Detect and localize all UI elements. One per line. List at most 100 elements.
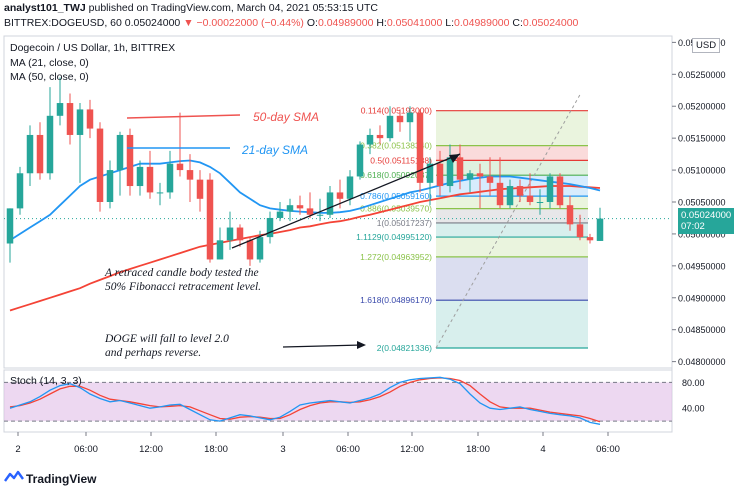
y-tick-label: 0.05050000	[678, 198, 726, 208]
retrace-arrow	[231, 153, 461, 249]
candle-body	[186, 170, 194, 180]
candle-body	[446, 157, 454, 187]
fib-level-label: 2(0.04821336)	[377, 343, 432, 353]
legend-ma21: MA (21, close, 0)	[10, 57, 89, 69]
high-value: 0.05041000	[386, 17, 443, 29]
high-label: H:	[376, 17, 387, 29]
candle-body	[56, 103, 64, 116]
candle-body	[376, 134, 384, 139]
tradingview-logo-icon[interactable]	[4, 469, 24, 490]
last-price: 0.05024000	[124, 17, 181, 29]
tradingview-brand[interactable]: TradingView	[26, 472, 97, 486]
fib-level-label: 0.618(0.05092037)	[360, 170, 432, 180]
candle-body	[196, 179, 204, 199]
symbol-label: BITTREX:DOGEUSD, 60	[4, 17, 122, 29]
fib-zone	[436, 145, 588, 161]
retrace-note-line1: A retraced candle body tested the	[104, 267, 259, 279]
chart-legend: Dogecoin / US Dollar, 1h, BITTREX MA (21…	[10, 42, 175, 387]
candle-body	[516, 186, 524, 196]
chart-canvas[interactable]: 0.114(0.05193000) 0.382(0.05138340) 0.5(0.…	[0, 0, 740, 466]
last-price-tag-value: 0.05024000	[681, 210, 732, 221]
y-tick-label: 0.05000000	[678, 229, 726, 239]
candle-body	[326, 192, 334, 215]
fib-zone	[436, 256, 588, 301]
publish-info: published on TradingView.com, March 04, …	[88, 2, 378, 14]
low-value: 0.04989000	[454, 17, 510, 29]
candle-body	[506, 186, 514, 206]
fib-level-label: 0.382(0.05138340)	[360, 141, 432, 151]
y-tick-label: 0.05150000	[678, 134, 726, 144]
stochastic-oscillator: 80.00 40.00	[4, 376, 705, 425]
close-value: 0.05024000	[522, 17, 579, 29]
candle-body	[146, 166, 154, 193]
y-tick-label: 0.04950000	[678, 261, 726, 271]
open-label: O:	[306, 17, 318, 29]
candle-body	[546, 176, 554, 202]
sma21-label: 21-day SMA	[241, 143, 308, 157]
fib-zone	[436, 300, 588, 349]
symbol-line: BITTREX:DOGEUSD, 60 0.05024000 ▼ −0.0002…	[4, 17, 578, 29]
candle-body	[276, 211, 284, 218]
candle-body	[436, 163, 444, 187]
candle-body	[246, 240, 254, 260]
fib-level-label: 1(0.05017237)	[377, 218, 432, 228]
candle-body	[216, 240, 224, 260]
x-tick-label: 06:00	[74, 444, 98, 455]
fib-level-label: 1.272(0.04963952)	[360, 252, 432, 262]
last-price-tag-time: 07:02	[681, 221, 705, 232]
candle-body	[486, 176, 494, 183]
publish-line: analyst101_TWJ published on TradingView.…	[4, 2, 378, 14]
candle-body	[406, 112, 414, 123]
candle-body	[226, 227, 234, 241]
sma50-pointer	[126, 114, 241, 119]
candle-body	[76, 109, 84, 135]
candle-body	[46, 115, 54, 174]
legend-title: Dogecoin / US Dollar, 1h, BITTREX	[10, 42, 175, 54]
stoch-k-line	[9, 376, 601, 425]
candle-body	[296, 205, 304, 209]
author-name[interactable]: analyst101_TWJ	[4, 2, 86, 14]
y-tick-label: 0.04850000	[678, 325, 726, 335]
retrace-note-line2: 50% Fibonacci retracement level.	[105, 281, 261, 293]
annotations: 50-day SMA 21-day SMA A retraced candle …	[104, 110, 461, 359]
currency-badge[interactable]: USD	[692, 38, 721, 53]
fib-level-label: 0.114(0.05193000)	[361, 106, 432, 116]
candle-body	[126, 134, 134, 187]
candle-body	[116, 134, 124, 171]
candle-body	[476, 173, 484, 177]
candle-body	[416, 112, 424, 183]
candle-body	[536, 202, 544, 203]
candles[interactable]	[6, 77, 604, 266]
candle-body	[286, 205, 294, 212]
candle-body	[66, 103, 74, 135]
candle-body	[586, 237, 594, 241]
x-tick-label: 2	[15, 444, 20, 455]
candle-body	[96, 128, 104, 202]
y-tick-label: 0.05250000	[678, 70, 726, 80]
candle-body	[576, 224, 584, 238]
fib-zone	[436, 160, 588, 176]
open-value: 0.04989000	[317, 17, 374, 29]
candle-body	[566, 205, 574, 225]
x-tick-label: 4	[540, 444, 545, 455]
candle-body	[356, 144, 364, 177]
y-tick-label: 0.04900000	[678, 293, 726, 303]
candle-body	[176, 163, 184, 171]
fib-zone	[436, 208, 588, 223]
x-tick-label: 18:00	[466, 444, 490, 455]
candle-body	[596, 218, 604, 241]
candle-body	[396, 115, 404, 123]
candle-body	[306, 208, 314, 215]
fib-level-label: 0.5(0.05115188)	[370, 155, 432, 165]
x-tick-label: 18:00	[204, 444, 228, 455]
candle-body	[6, 208, 14, 244]
fib-level-label: 1.1129(0.04995120)	[356, 232, 432, 242]
candle-body	[526, 195, 534, 202]
sma50-label: 50-day SMA	[253, 110, 319, 124]
fib-zone	[436, 237, 588, 257]
retrace-arrowhead	[449, 154, 460, 163]
candle-body	[16, 173, 24, 209]
stoch-tick-label: 40.00	[682, 404, 705, 414]
stoch-d-line	[9, 377, 601, 423]
candle-body	[366, 134, 374, 145]
